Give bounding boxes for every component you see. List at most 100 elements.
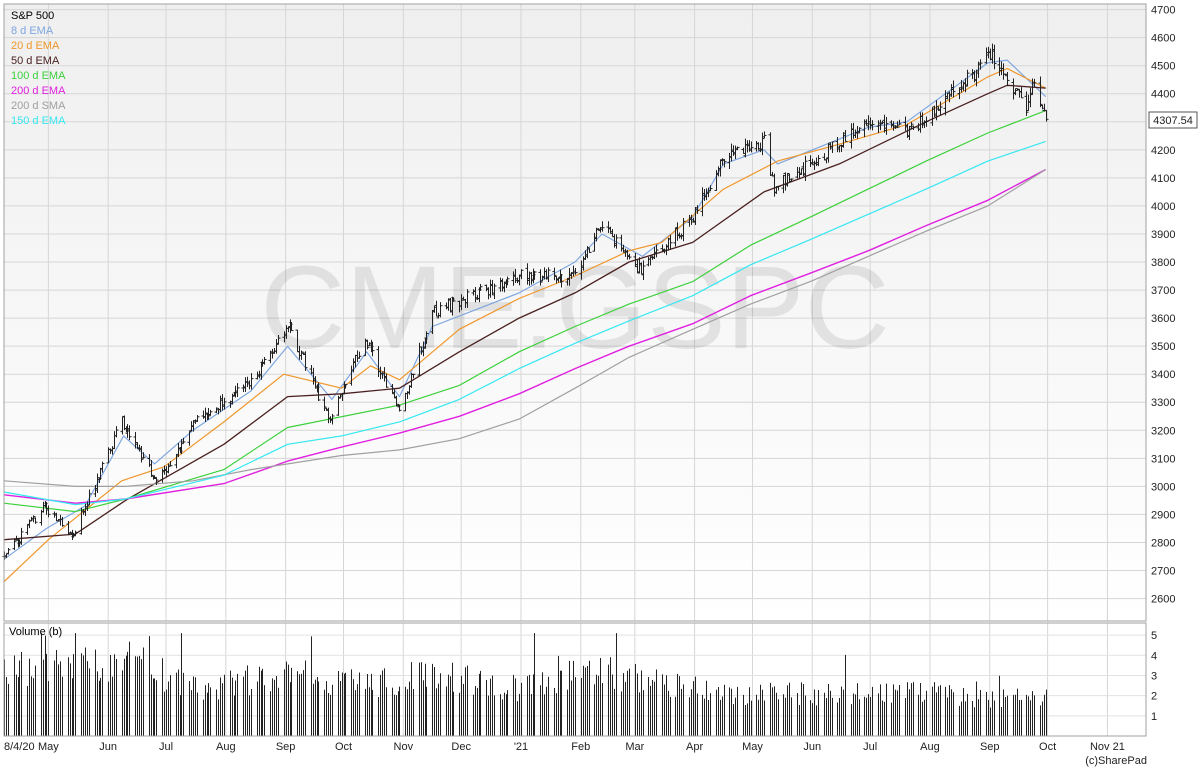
candle — [911, 125, 916, 130]
candle — [857, 127, 862, 134]
candle — [451, 296, 456, 302]
date-tick-label: '21 — [514, 741, 528, 753]
date-tick-label: Apr — [686, 741, 703, 753]
volume-axis: 1 2 3 4 5 — [1151, 630, 1157, 723]
volume-bars — [4, 633, 1047, 736]
last-price-box: 4307.54 — [1148, 111, 1198, 129]
candle — [951, 80, 956, 98]
candle — [938, 101, 943, 116]
candle — [708, 185, 713, 191]
volume-panel-label: Volume (b) — [9, 626, 62, 638]
candle — [909, 121, 914, 130]
candle — [789, 178, 794, 182]
volume-tick-label: 5 — [1151, 630, 1157, 642]
price-tick-label: 2800 — [1151, 537, 1175, 549]
candle — [1005, 72, 1010, 87]
candle — [168, 460, 173, 467]
candle — [965, 69, 970, 87]
candle — [397, 404, 402, 412]
volume-tick-label: 3 — [1151, 670, 1157, 682]
candle — [249, 373, 254, 390]
candle — [208, 409, 213, 416]
line-200-d-sma — [3, 168, 1047, 487]
date-tick-label: Feb — [571, 741, 590, 753]
candle — [19, 527, 24, 545]
candle — [262, 356, 267, 365]
price-tick-label: 3600 — [1151, 313, 1175, 325]
date-tick-label: Mar — [625, 741, 644, 753]
candle — [85, 501, 90, 511]
candle — [1019, 87, 1024, 99]
price-tick-label: 2600 — [1151, 594, 1175, 606]
date-tick-label: 8/4/20 — [4, 741, 35, 753]
price-axis: 2600 2700 2800 2900 3000 3100 3200 3300 3400 3500… — [1151, 5, 1175, 606]
candle — [627, 253, 632, 260]
line-150-d-ema — [3, 140, 1046, 506]
candle — [424, 331, 429, 344]
legend-entry: 100 d EMA — [11, 70, 66, 82]
candle — [149, 459, 154, 478]
candle — [357, 351, 362, 359]
candle — [114, 426, 119, 438]
price-tick-label: 4600 — [1151, 33, 1175, 45]
candle — [1044, 109, 1049, 122]
candle — [830, 141, 835, 153]
candle — [816, 155, 821, 167]
candle — [195, 415, 200, 423]
candle — [573, 268, 578, 275]
legend-entry: 50 d EMA — [11, 55, 60, 67]
price-tick-label: 2700 — [1151, 566, 1175, 578]
date-tick-label: Oct — [335, 741, 352, 753]
legend-entry: 20 d EMA — [11, 40, 60, 52]
price-tick-label: 4200 — [1151, 145, 1175, 157]
candle — [289, 321, 294, 332]
candle — [695, 205, 700, 215]
date-tick-label: Aug — [216, 741, 236, 753]
legend-title: S&P 500 — [11, 10, 54, 22]
date-tick-label: Nov 21 — [1090, 741, 1125, 753]
candle — [100, 461, 105, 473]
date-tick-label: Oct — [1039, 741, 1056, 753]
price-tick-label: 3200 — [1151, 425, 1175, 437]
credit-label: (c)SharePad — [1085, 755, 1147, 767]
candle — [803, 155, 808, 181]
candle — [978, 59, 983, 70]
price-tick-label: 4100 — [1151, 173, 1175, 185]
candle — [668, 234, 673, 250]
candle — [299, 350, 304, 360]
price-panel-background — [4, 4, 1146, 621]
candle — [706, 187, 711, 198]
candle — [330, 413, 335, 425]
price-tick-label: 3800 — [1151, 257, 1175, 269]
price-tick-label: 3000 — [1151, 481, 1175, 493]
candle — [1024, 91, 1029, 116]
date-tick-label: May — [38, 741, 59, 753]
candle — [546, 267, 551, 283]
price-tick-label: 4500 — [1151, 61, 1175, 73]
price-tick-label: 4700 — [1151, 5, 1175, 17]
legend-entry: 150 d EMA — [11, 115, 66, 127]
candle — [478, 283, 483, 291]
candle — [73, 530, 78, 537]
candle — [735, 146, 740, 151]
candle — [343, 383, 348, 389]
volume-tick-label: 1 — [1151, 711, 1157, 723]
candle — [141, 452, 146, 459]
candle — [1032, 78, 1037, 87]
candle — [532, 270, 537, 280]
price-tick-label: 4000 — [1151, 201, 1175, 213]
candle — [139, 446, 144, 463]
price-tick-label: 3400 — [1151, 369, 1175, 381]
price-tick-label: 3500 — [1151, 341, 1175, 353]
candle — [897, 119, 902, 126]
candle — [87, 489, 92, 506]
candle — [559, 274, 564, 288]
candle — [505, 276, 510, 286]
date-tick-label: Nov — [394, 741, 414, 753]
candle — [127, 425, 132, 441]
price-candles — [2, 43, 1049, 560]
candle — [303, 351, 308, 371]
candle — [33, 517, 38, 524]
date-tick-label: Jun — [803, 741, 821, 753]
date-tick-label: Sep — [276, 741, 296, 753]
